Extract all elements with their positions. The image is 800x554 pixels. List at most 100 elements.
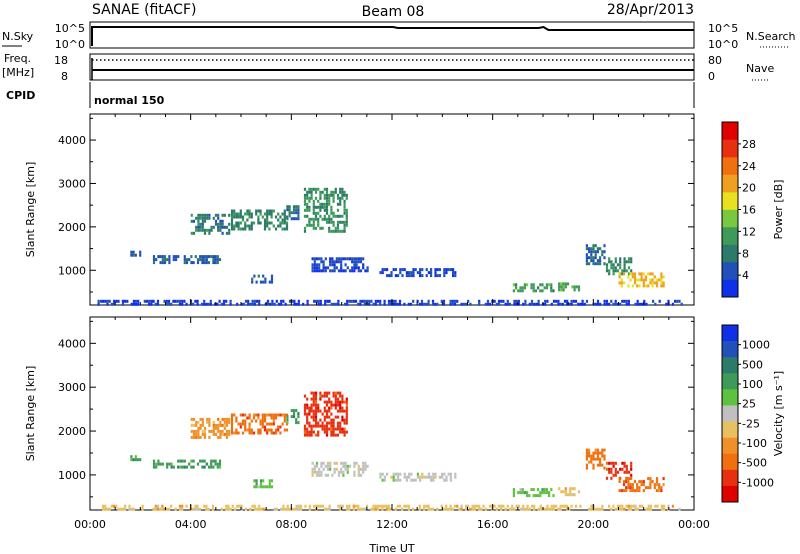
velocity-cell (627, 504, 630, 508)
power-cell (334, 214, 337, 218)
power-cell (270, 212, 273, 216)
velocity-cell (319, 394, 322, 398)
power-cell (230, 218, 234, 222)
velocity-cell (443, 472, 446, 476)
velocity-cell (649, 480, 652, 484)
power-cell (233, 227, 236, 231)
power-cell (324, 302, 327, 306)
velocity-colorbar-segment (722, 469, 738, 487)
power-cell (555, 299, 558, 303)
power-cell (430, 271, 433, 275)
velocity-cell (263, 419, 267, 423)
velocity-cell (405, 478, 408, 482)
velocity-cell (566, 507, 569, 511)
power-cell (244, 224, 247, 228)
power-cell (306, 302, 309, 306)
velocity-cell (539, 491, 542, 495)
velocity-cell (205, 507, 208, 511)
power-cell (221, 222, 224, 226)
power-cell (331, 269, 334, 273)
power-cell (268, 280, 271, 284)
velocity-cell (627, 470, 631, 474)
velocity-cell (440, 504, 443, 508)
velocity-cell (246, 416, 249, 420)
power-cell (343, 211, 346, 215)
velocity-cell (636, 483, 639, 487)
velocity-cell (340, 467, 343, 471)
power-cell (239, 209, 242, 213)
velocity-cell (614, 473, 617, 477)
velocity-cell (252, 431, 256, 435)
power-colorbar-label: 12 (742, 225, 756, 238)
power-cell (255, 212, 258, 216)
power-cell (559, 302, 562, 306)
power-cell (264, 277, 267, 281)
power-cell (269, 302, 272, 306)
power-cell (236, 302, 239, 306)
velocity-cell (293, 507, 296, 511)
power-cell (314, 187, 318, 191)
power-cell (239, 215, 242, 219)
velocity-cell (394, 507, 397, 511)
power-cell (214, 302, 217, 306)
power-cell (311, 263, 314, 267)
power-cell (513, 302, 516, 306)
power-cell (274, 227, 278, 231)
velocity-cell (612, 461, 615, 465)
power-cell (362, 266, 365, 270)
velocity-cell (212, 420, 215, 424)
velocity-cell (297, 507, 300, 511)
power-cell (308, 223, 311, 227)
velocity-cell (223, 423, 226, 427)
velocity-cell (614, 461, 617, 465)
velocity-cell (622, 480, 626, 484)
velocity-cell (279, 431, 282, 435)
power-cell (443, 268, 446, 272)
velocity-cell (592, 454, 595, 458)
velocity-cell (559, 507, 562, 511)
power-cell (178, 302, 182, 306)
power-cell (323, 214, 326, 218)
power-cell (317, 199, 320, 203)
velocity-cell (526, 507, 529, 511)
nsky-trace (91, 25, 694, 46)
velocity-cell (544, 507, 547, 511)
velocity-cell (241, 419, 245, 423)
power-cell (596, 262, 599, 266)
power-cell (325, 190, 329, 194)
power-cell (379, 271, 382, 275)
velocity-cell (326, 461, 330, 465)
power-cell (560, 282, 563, 286)
power-cell (341, 229, 344, 233)
velocity-cell (312, 409, 315, 413)
power-cell (328, 199, 331, 203)
velocity-cell (334, 415, 337, 419)
power-cell (545, 286, 548, 290)
power-cell (627, 284, 630, 288)
power-cell (159, 255, 162, 259)
velocity-cell (592, 457, 595, 461)
power-cell (324, 257, 327, 261)
power-cell (281, 212, 284, 216)
velocity-cell (325, 409, 329, 413)
power-cell (270, 277, 274, 281)
power-cell (398, 302, 402, 306)
velocity-cell (315, 470, 319, 474)
velocity-cell (512, 491, 515, 495)
power-cell (345, 220, 348, 224)
velocity-cell (313, 504, 316, 508)
power-cell (376, 299, 380, 303)
power-cell (216, 302, 219, 306)
power-cell (409, 302, 413, 306)
power-cell (235, 224, 238, 228)
power-colorbar-segment (722, 122, 738, 140)
power-cell (317, 302, 320, 306)
velocity-cell (357, 464, 360, 468)
velocity-cell (312, 418, 315, 422)
velocity-cell (545, 491, 548, 495)
velocity-cell (196, 507, 199, 511)
power-cell (217, 222, 220, 226)
velocity-cell (599, 457, 602, 461)
velocity-cell (219, 420, 222, 424)
power-cell (137, 302, 140, 306)
